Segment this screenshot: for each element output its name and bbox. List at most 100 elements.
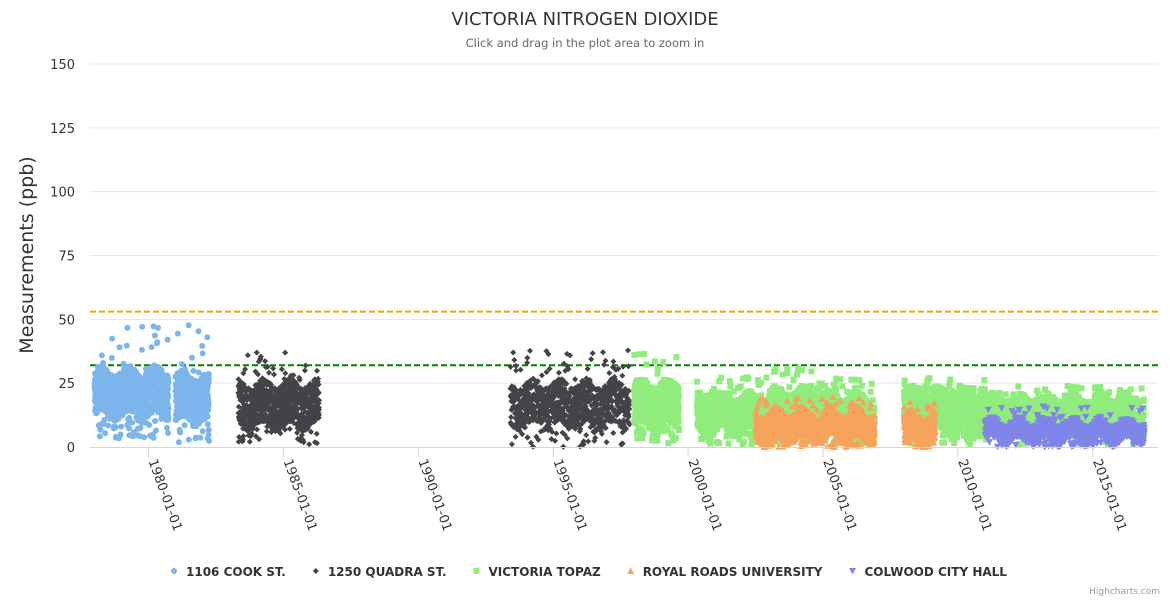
data-point [786, 384, 793, 391]
data-point [640, 429, 647, 436]
data-point [108, 354, 115, 361]
data-point [675, 412, 682, 419]
data-point [185, 322, 192, 329]
data-point [511, 357, 518, 363]
data-point [725, 440, 732, 447]
data-point [253, 349, 260, 356]
data-point [672, 435, 679, 442]
data-point [560, 443, 567, 450]
data-point [271, 371, 277, 378]
data-point [772, 365, 779, 372]
data-point [195, 369, 202, 376]
data-point [718, 374, 725, 381]
data-point [694, 378, 700, 385]
data-point [727, 383, 734, 390]
data-point [165, 375, 172, 382]
data-point [510, 349, 517, 356]
data-point [299, 432, 305, 439]
data-point [294, 429, 301, 436]
data-point [763, 374, 770, 381]
data-point [189, 354, 195, 361]
data-point [248, 430, 255, 437]
data-point [799, 367, 805, 374]
data-points [91, 322, 1148, 451]
data-point [242, 366, 249, 373]
data-point [123, 342, 130, 349]
data-point [178, 361, 185, 368]
data-point [181, 422, 188, 429]
data-point [300, 439, 307, 446]
data-point [148, 344, 155, 351]
data-point [146, 422, 153, 428]
data-point [301, 367, 308, 374]
data-point [116, 344, 123, 351]
data-point [583, 432, 590, 439]
series-1106-cook-st [91, 322, 212, 446]
data-point [741, 438, 747, 445]
data-point [246, 438, 253, 445]
data-point [105, 422, 112, 429]
data-point [190, 367, 197, 374]
data-point [282, 426, 288, 433]
data-point [660, 359, 667, 366]
data-point [165, 393, 172, 400]
data-point [266, 369, 272, 376]
data-point [585, 438, 592, 445]
series-1250-quadra-st [235, 347, 633, 450]
data-point [244, 352, 251, 359]
data-point [757, 380, 764, 386]
data-point [206, 437, 212, 444]
data-point [555, 369, 562, 376]
data-point [165, 386, 171, 392]
data-point [268, 381, 275, 388]
data-point [737, 383, 744, 390]
data-point [512, 433, 519, 440]
data-point [124, 324, 131, 331]
data-point [102, 430, 109, 437]
data-point [619, 372, 626, 379]
data-point [175, 439, 182, 446]
data-point [141, 434, 148, 441]
data-point [538, 372, 545, 379]
data-point [199, 342, 206, 349]
data-point [278, 366, 285, 373]
data-point [199, 350, 206, 357]
data-point [651, 358, 658, 365]
data-point [625, 363, 632, 370]
data-point [643, 361, 650, 368]
data-point [112, 424, 119, 431]
data-point [314, 367, 320, 374]
data-point [185, 436, 192, 443]
data-point [524, 354, 531, 361]
data-point [253, 433, 259, 440]
data-point [148, 409, 155, 416]
data-point [153, 427, 159, 434]
data-point [164, 336, 171, 343]
data-point [572, 376, 579, 383]
data-point [262, 411, 269, 418]
data-point [655, 366, 662, 373]
data-point [151, 332, 158, 339]
data-point [126, 425, 133, 432]
data-point [524, 434, 531, 441]
data-point [96, 433, 103, 440]
data-point [589, 350, 596, 357]
data-point [286, 425, 293, 432]
data-point [174, 330, 181, 337]
data-point [97, 426, 104, 433]
grid-lines [90, 63, 1158, 384]
data-point [118, 423, 125, 430]
data-point [513, 367, 520, 374]
data-point [508, 414, 515, 421]
data-point [109, 335, 116, 342]
data-point [129, 419, 136, 426]
data-point [263, 428, 270, 435]
data-point [270, 365, 277, 372]
data-point [98, 352, 105, 359]
data-point [654, 437, 661, 444]
data-point [282, 370, 289, 377]
data-point [204, 421, 211, 428]
data-point [297, 385, 304, 392]
data-point [154, 339, 161, 346]
